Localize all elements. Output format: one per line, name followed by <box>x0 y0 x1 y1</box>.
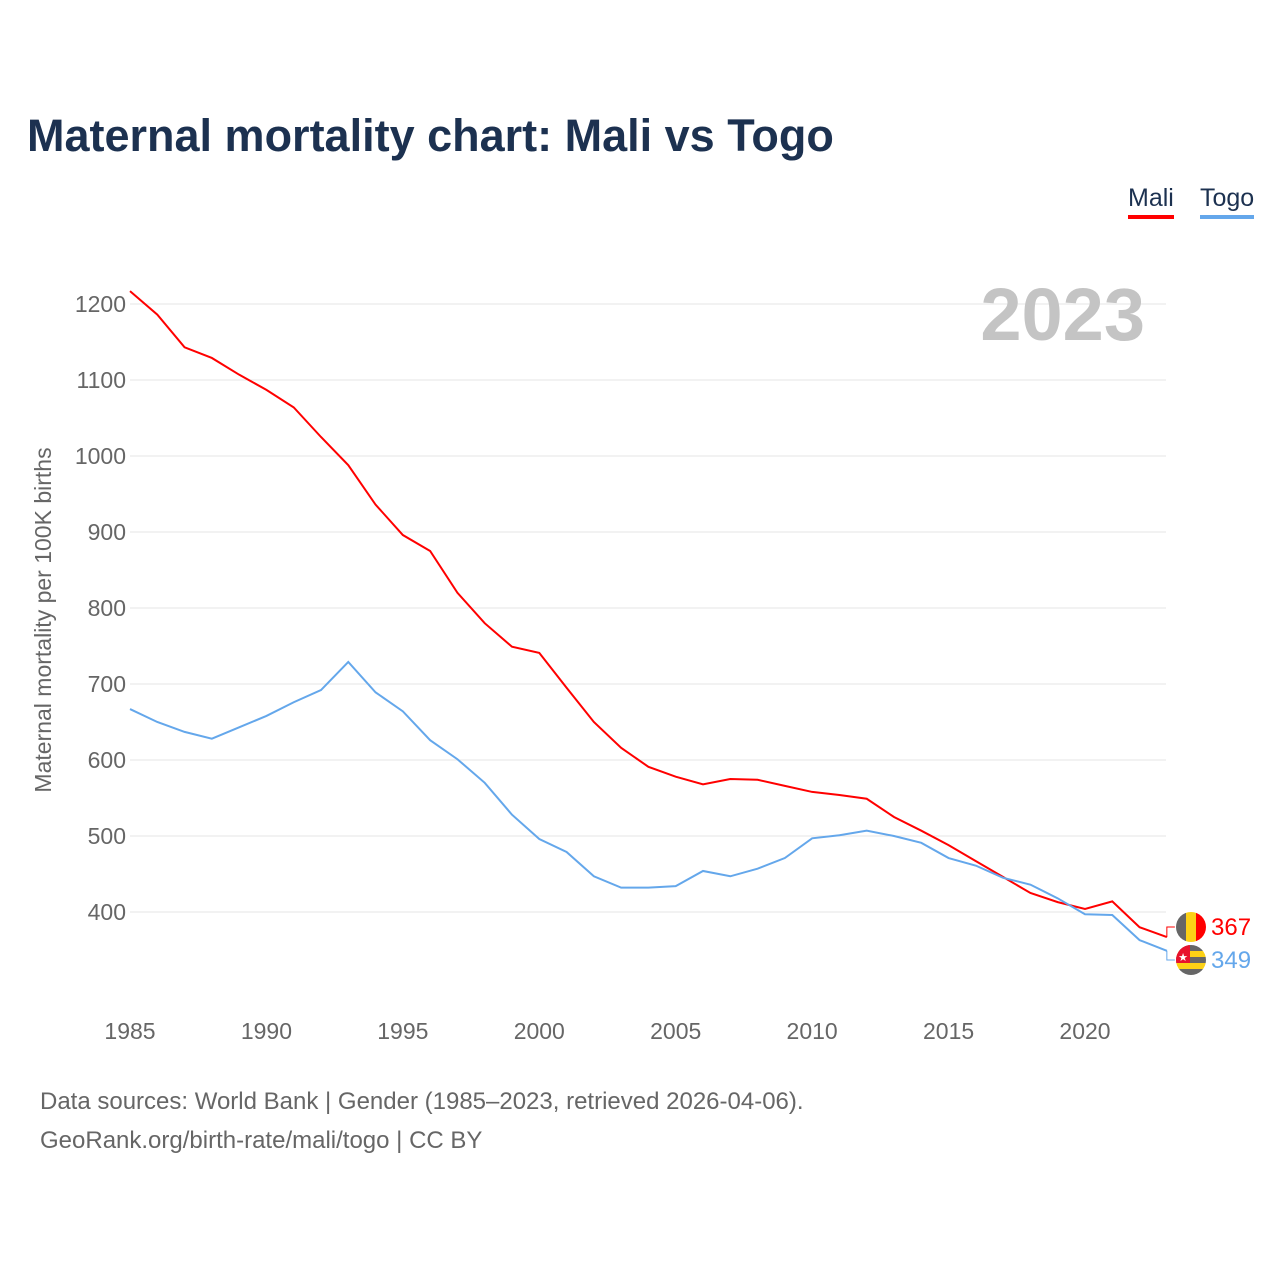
legend-item-togo[interactable]: Togo <box>1200 184 1255 219</box>
series-line-mali[interactable] <box>129 290 1168 939</box>
x-tick-label: 2000 <box>514 1018 565 1044</box>
y-tick-label: 1000 <box>75 443 126 469</box>
y-tick-label: 400 <box>88 899 126 925</box>
end-connector <box>1166 950 1175 961</box>
y-tick-label: 800 <box>88 595 126 621</box>
x-tick-label: 2010 <box>787 1018 838 1044</box>
x-tick-label: 2005 <box>650 1018 701 1044</box>
series-line-togo[interactable] <box>129 660 1168 952</box>
y-tick-label: 1200 <box>75 291 126 317</box>
y-tick-label: 1100 <box>77 367 126 393</box>
x-tick-label: 1990 <box>241 1018 292 1044</box>
end-value-label: 367 <box>1211 914 1251 941</box>
mali-flag-icon <box>1176 912 1206 942</box>
chart-title: Maternal mortality chart: Mali vs Togo <box>27 110 834 161</box>
y-tick-label: 500 <box>88 823 126 849</box>
end-connector <box>1166 926 1175 938</box>
data-source-text: Data sources: World Bank | Gender (1985–… <box>40 1088 804 1115</box>
togo-flag-icon: ★ <box>1176 945 1206 975</box>
x-tick-label: 1995 <box>377 1018 428 1044</box>
credit-text: GeoRank.org/birth-rate/mali/togo | CC BY <box>40 1127 483 1154</box>
end-value-label: 349 <box>1211 947 1251 974</box>
x-tick-label: 2020 <box>1059 1018 1110 1044</box>
y-tick-label: 600 <box>88 747 126 773</box>
legend-item-mali[interactable]: Mali <box>1128 184 1174 219</box>
y-axis-label: Maternal mortality per 100K births <box>30 447 56 792</box>
y-tick-label: 900 <box>88 519 126 545</box>
y-tick-label: 700 <box>88 671 126 697</box>
x-tick-label: 2015 <box>923 1018 974 1044</box>
year-watermark: 2023 <box>980 273 1145 356</box>
x-tick-label: 1985 <box>104 1018 155 1044</box>
svg-text:★: ★ <box>1178 952 1188 964</box>
